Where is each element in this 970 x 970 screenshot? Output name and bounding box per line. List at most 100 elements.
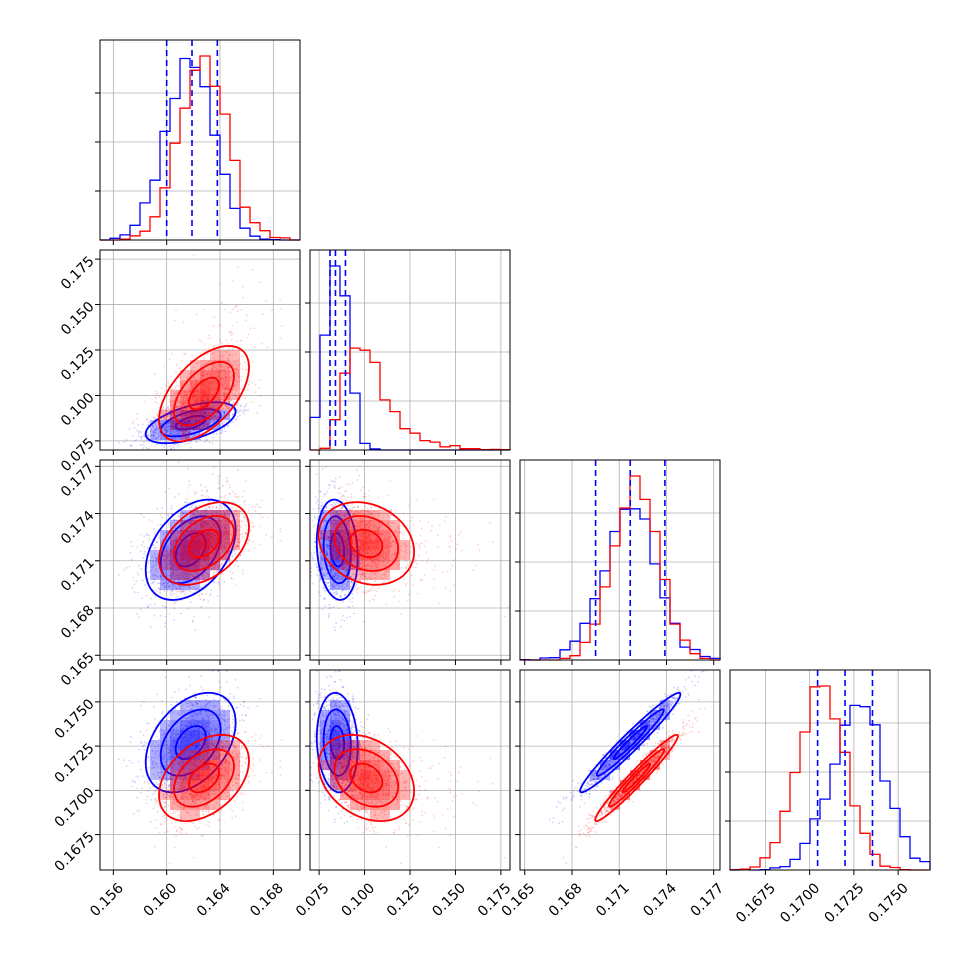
sample-point <box>178 405 180 408</box>
sample-point <box>323 520 325 522</box>
sample-point <box>336 577 339 579</box>
sample-point <box>183 524 186 527</box>
sample-point <box>239 340 242 342</box>
sample-point <box>349 576 352 578</box>
sample-point <box>160 437 162 440</box>
sample-point <box>221 301 223 304</box>
sample-point <box>164 568 167 571</box>
sample-point <box>238 524 241 527</box>
sample-point <box>348 606 351 608</box>
sample-point <box>207 518 210 521</box>
sample-point <box>322 511 325 514</box>
sample-point <box>217 566 220 569</box>
sample-point <box>241 375 244 378</box>
sample-point <box>182 432 185 435</box>
sample-point <box>169 589 171 592</box>
sample-point <box>220 428 223 431</box>
sample-point <box>152 593 155 596</box>
sample-point <box>258 506 261 509</box>
sample-point <box>247 549 250 552</box>
sample-point <box>332 581 335 584</box>
sample-point <box>243 515 245 518</box>
sample-point <box>211 364 214 366</box>
sample-point <box>344 593 347 596</box>
sample-point <box>142 447 145 449</box>
sample-point <box>171 430 174 433</box>
density-cell <box>230 510 240 520</box>
sample-point <box>168 554 171 556</box>
sample-point <box>173 519 176 522</box>
sample-point <box>233 361 236 363</box>
sample-point <box>193 575 196 577</box>
sample-point <box>226 407 229 409</box>
sample-point <box>188 507 191 509</box>
sample-point <box>368 494 371 497</box>
sample-point <box>209 418 212 421</box>
sample-point <box>256 411 259 414</box>
sample-point <box>175 406 178 409</box>
sample-point <box>333 484 336 487</box>
sample-point <box>176 519 178 521</box>
sample-point <box>338 587 341 590</box>
sample-point <box>197 511 200 514</box>
sample-point <box>326 549 328 552</box>
sample-point <box>221 429 224 432</box>
sample-point <box>138 432 140 434</box>
sample-point <box>390 522 393 524</box>
sample-point <box>201 489 203 492</box>
sample-point <box>171 589 174 592</box>
sample-point <box>233 385 235 387</box>
sample-point <box>351 597 354 600</box>
sample-point <box>339 594 342 597</box>
sample-point <box>211 510 214 512</box>
sample-point <box>166 411 168 414</box>
sample-point <box>154 428 157 430</box>
sample-point <box>125 439 128 441</box>
sample-point <box>365 565 368 567</box>
sample-point <box>215 506 218 509</box>
sample-point <box>216 367 219 370</box>
sample-point <box>163 569 165 571</box>
sample-point <box>352 567 354 570</box>
sample-point <box>331 583 334 586</box>
sample-point <box>235 367 238 370</box>
sample-point <box>350 575 353 578</box>
sample-point <box>236 515 239 517</box>
sample-point <box>174 396 177 399</box>
sample-point <box>364 567 366 570</box>
sample-point <box>200 564 203 566</box>
sample-point <box>342 589 345 592</box>
sample-point <box>165 565 168 568</box>
sample-point <box>141 435 144 438</box>
sample-point <box>227 366 230 369</box>
sample-point <box>166 385 169 387</box>
sample-point <box>325 539 328 542</box>
sample-point <box>430 529 433 532</box>
sample-point <box>346 513 349 516</box>
sample-point <box>214 415 217 418</box>
sample-point <box>173 437 176 439</box>
sample-point <box>329 578 332 581</box>
sample-point <box>271 536 273 538</box>
sample-point <box>223 393 226 395</box>
sample-point <box>169 416 172 419</box>
sample-point <box>324 517 327 520</box>
sample-point <box>152 574 155 577</box>
sample-point <box>225 393 228 396</box>
sample-point <box>231 308 234 311</box>
sample-point <box>152 435 155 437</box>
sample-point <box>165 554 167 557</box>
sample-point <box>180 590 183 593</box>
sample-point <box>173 578 176 581</box>
sample-point <box>151 556 154 558</box>
density-cell <box>210 510 220 520</box>
sample-point <box>164 440 167 442</box>
sample-point <box>155 427 158 430</box>
density-cell <box>230 530 240 540</box>
sample-point <box>125 566 128 569</box>
density-cell <box>180 370 190 380</box>
sample-point <box>338 580 341 583</box>
sample-point <box>237 545 239 548</box>
sample-point <box>332 585 334 588</box>
sample-point <box>326 582 329 585</box>
